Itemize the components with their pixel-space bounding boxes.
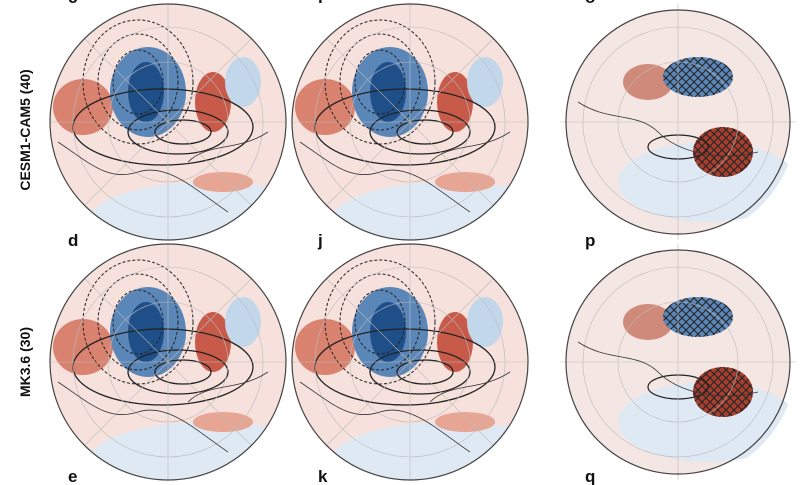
row-label: CESM1-CAM5 (40): [17, 69, 33, 190]
globe-map: [292, 244, 570, 485]
panel-letter: k: [318, 467, 328, 485]
globe-map: [560, 4, 798, 240]
panel-letter: q: [585, 467, 595, 485]
globe-map: [50, 244, 328, 485]
panel-letter: p: [585, 231, 595, 250]
globe-map: [292, 4, 570, 262]
panel-letter: i: [318, 0, 323, 7]
panel-letter: c: [68, 0, 77, 7]
panel-letter: d: [68, 231, 78, 250]
panel-letter: e: [68, 467, 77, 485]
panel-letter: j: [317, 231, 323, 250]
row-label: MK3.6 (30): [17, 327, 33, 397]
globe-map: [560, 244, 798, 480]
globe-map: [50, 4, 328, 262]
panel-letter: o: [585, 0, 595, 7]
